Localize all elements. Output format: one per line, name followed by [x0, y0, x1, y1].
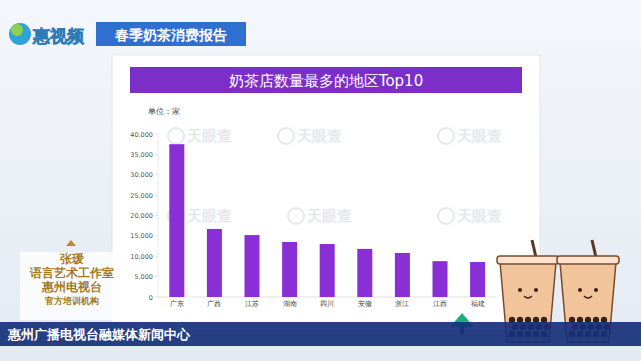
y-tick: [155, 154, 158, 155]
page: 天眼查天眼查天眼查天眼查天眼查天眼查奶茶店数量最多的地区Top10单位：家05,…: [0, 0, 641, 361]
y-tick: [155, 235, 158, 236]
y-tick: [155, 256, 158, 257]
footer-text: 惠州广播电视台融媒体新闻中心: [7, 327, 191, 342]
watermark-text: 天眼查: [296, 127, 342, 145]
y-tick-label: 15,000: [130, 232, 153, 240]
background: [0, 0, 641, 361]
x-tick-label: 广东: [170, 300, 184, 308]
studio-text: 张瑗: [60, 252, 84, 266]
watermark: 天眼查: [278, 127, 342, 145]
y-tick-label: 30,000: [130, 171, 153, 179]
cup-lid: [497, 256, 559, 264]
watermark: 天眼查: [288, 207, 352, 225]
bar: [433, 261, 448, 297]
bar: [395, 253, 410, 297]
studio-text: 惠州电视台: [41, 280, 102, 294]
watermark: 天眼查: [168, 127, 232, 145]
watermark-icon: [168, 128, 184, 144]
y-tick: [155, 134, 158, 135]
footer-banner: [0, 322, 641, 346]
cup-eye: [578, 288, 582, 292]
y-tick: [155, 276, 158, 277]
title-banner: [130, 67, 522, 93]
logo-icon: [9, 23, 31, 45]
studio-icon: [66, 240, 76, 246]
watermark-icon: [288, 208, 304, 224]
y-axis: [158, 134, 159, 297]
report-banner: [96, 22, 246, 46]
watermark-icon: [438, 208, 454, 224]
cup-mouth: [524, 296, 532, 298]
y-tick: [155, 174, 158, 175]
studio-text: 语言艺术工作室: [29, 266, 114, 280]
chart-panel: [112, 55, 540, 330]
watermark-text: 天眼查: [306, 207, 352, 225]
x-tick-label: 江苏: [245, 300, 259, 308]
watermark-text: 天眼查: [186, 127, 232, 145]
y-unit-label: 单位：家: [148, 107, 180, 116]
watermark-text: 天眼查: [186, 207, 232, 225]
y-tick-label: 35,000: [130, 151, 153, 159]
x-tick-label: 湖南: [283, 300, 297, 308]
watermark-text: 天眼查: [456, 207, 502, 225]
y-tick: [155, 215, 158, 216]
y-tick: [155, 195, 158, 196]
x-tick-label: 广西: [207, 300, 221, 308]
watermark: 天眼查: [438, 127, 502, 145]
bar: [169, 144, 184, 297]
bar: [282, 242, 297, 297]
y-tick-label: 40,000: [130, 131, 153, 139]
x-tick-label: 四川: [320, 300, 334, 308]
y-tick-label: 20,000: [130, 212, 153, 220]
cup-eye: [534, 288, 538, 292]
watermark-icon: [438, 128, 454, 144]
cup-eye: [594, 288, 598, 292]
bar: [207, 229, 222, 297]
bar: [357, 249, 372, 297]
cup-eye: [518, 288, 522, 292]
watermark-icon: [278, 128, 294, 144]
logo-text: 惠视频: [32, 26, 85, 46]
chart-title: 奶茶店数量最多的地区Top10: [229, 72, 423, 90]
bar: [470, 262, 485, 297]
x-tick-label: 江西: [433, 300, 447, 308]
watermark-text: 天眼查: [456, 127, 502, 145]
bars: [169, 144, 485, 297]
x-tick-label: 福建: [471, 300, 485, 308]
bar: [245, 235, 260, 297]
y-tick-label: 0: [149, 294, 153, 302]
y-tick: [155, 297, 158, 298]
x-tick-label: 浙江: [395, 300, 409, 308]
watermark: 天眼查: [438, 207, 502, 225]
cup-lid: [557, 256, 619, 264]
studio-text: 官方培训机构: [45, 296, 99, 306]
x-tick-label: 安徽: [358, 300, 372, 308]
report-title: 春季奶茶消费报告: [114, 27, 227, 43]
y-tick-label: 5,000: [134, 273, 153, 281]
logo-icon: [11, 24, 23, 36]
y-tick-label: 10,000: [130, 253, 153, 261]
y-tick-label: 25,000: [130, 192, 153, 200]
studio-box: [20, 252, 124, 320]
cup-mouth: [584, 296, 592, 298]
bar: [320, 244, 335, 297]
